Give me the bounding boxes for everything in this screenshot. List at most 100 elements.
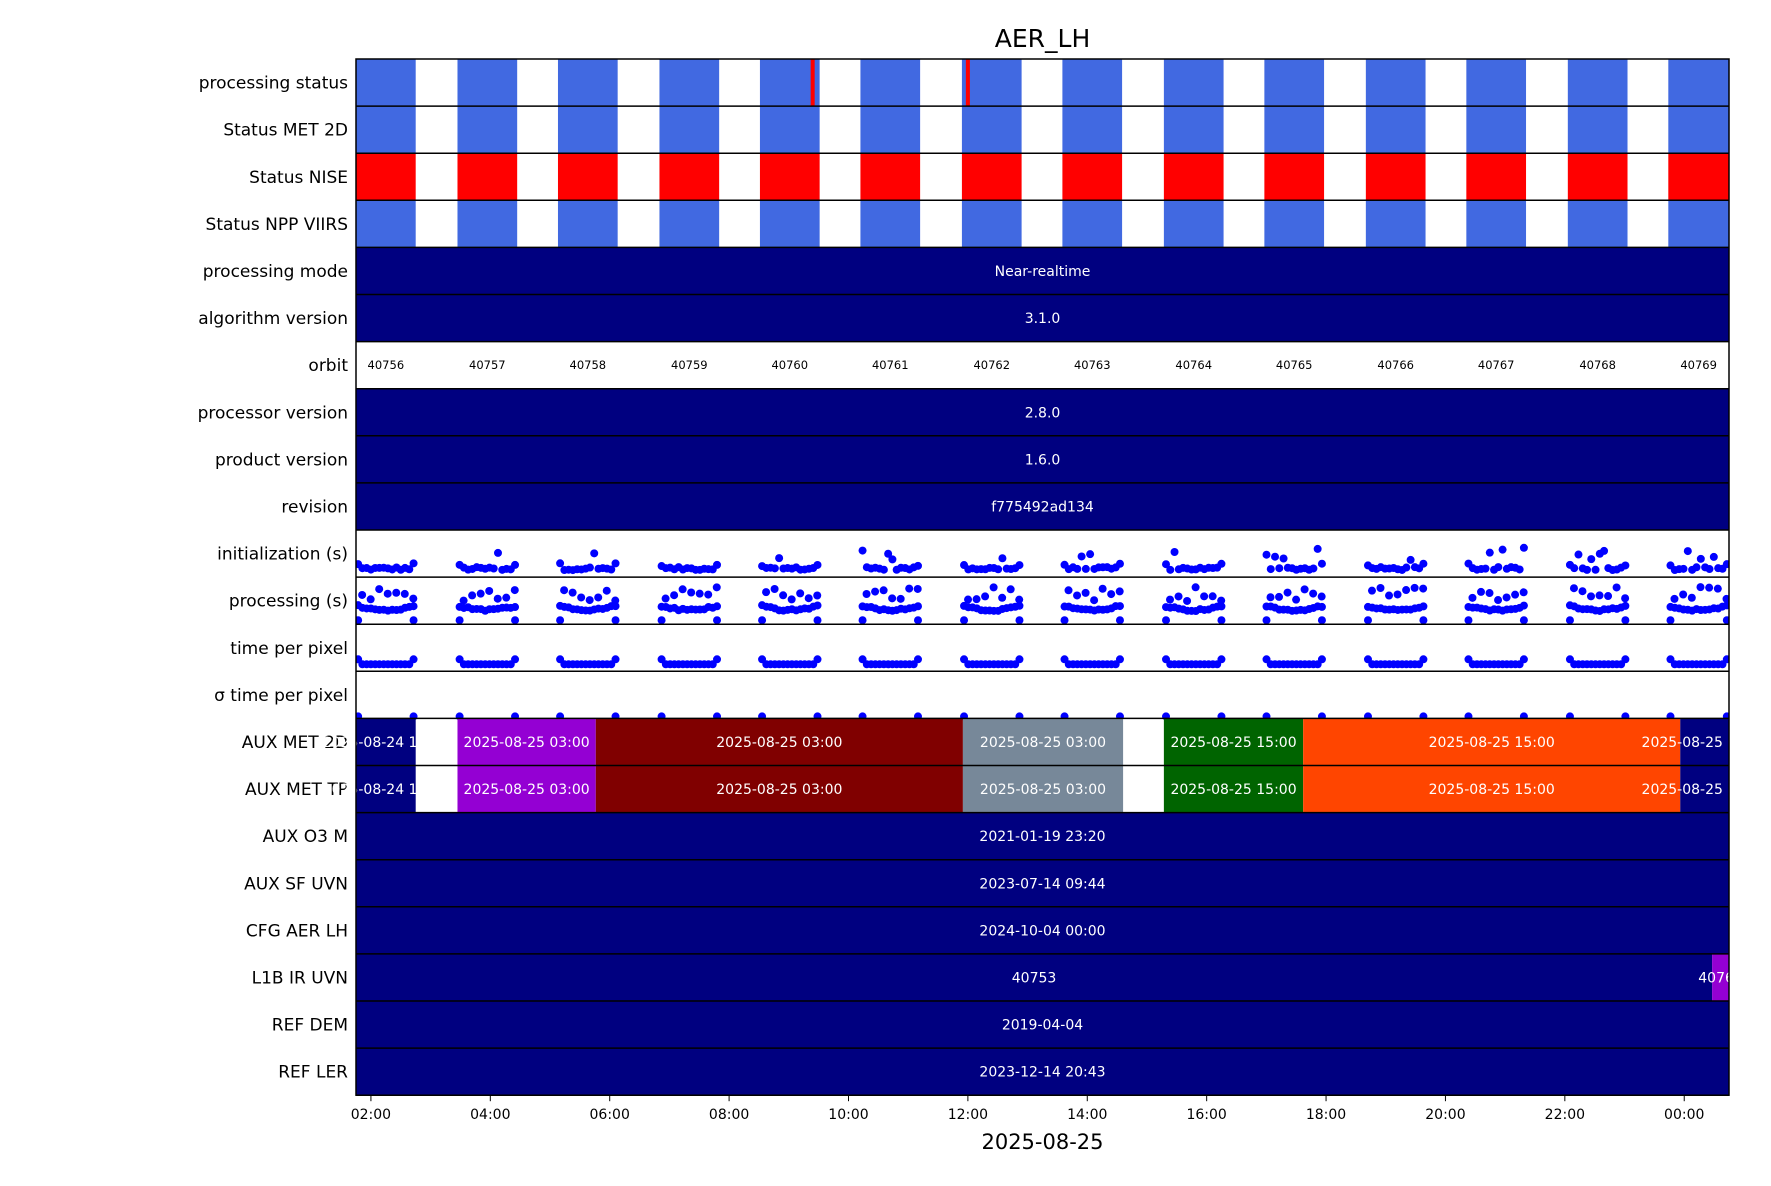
data-point [1494,596,1503,605]
data-point [1666,616,1675,625]
data-point [813,601,822,610]
x-tick-label: 12:00 [948,1107,988,1123]
data-point [1081,588,1090,597]
data-point [913,561,922,570]
value-segment [457,765,596,813]
row-8 [356,435,1729,483]
data-point [1502,593,1511,602]
row-21 [356,1048,1729,1096]
data-point [913,584,922,593]
status-segment [860,59,921,107]
row-label: algorithm version [198,309,348,329]
data-point [493,548,502,557]
row-label: AUX MET TP [245,780,348,800]
value-segment [1163,718,1304,766]
data-point [1317,602,1326,611]
status-segment [759,106,820,154]
data-point [813,591,822,600]
row-10 [356,543,1729,575]
segment-label: 2025-08-25 15:00 [1429,782,1555,798]
data-point [409,594,418,603]
data-point [1309,589,1318,598]
data-point [913,616,922,625]
data-point [511,655,520,664]
data-point [1081,564,1090,573]
data-point [1174,592,1183,601]
data-point [1217,655,1226,664]
data-point [1565,616,1574,625]
data-point [1090,596,1099,605]
data-point [989,583,998,592]
orbit-label: 40759 [671,358,708,372]
status-segment [961,59,1022,107]
value-segment [1163,765,1304,813]
data-point [1419,602,1428,611]
value-segment [356,718,416,766]
segment-label: 3.1.0 [1025,311,1061,327]
data-point [590,549,599,558]
data-point [1271,552,1280,561]
data-point [1476,587,1485,596]
row-label: initialization (s) [217,545,348,565]
data-point [476,589,485,598]
status-segment [860,106,921,154]
data-point [1015,616,1024,625]
data-point [972,595,981,604]
x-tick-label: 00:00 [1664,1107,1704,1123]
status-segment [1062,200,1123,248]
row-19 [356,953,1729,1001]
row-15 [356,765,1729,813]
data-point [1692,563,1701,572]
segment-label: 2025-08-25 03:00 [464,735,590,751]
data-point [1519,543,1528,552]
data-point [1292,595,1301,604]
segment-label: 2023-12-14 20:43 [979,1065,1105,1081]
value-segment [1680,718,1729,766]
x-tick-label: 22:00 [1545,1107,1585,1123]
data-point [1279,554,1288,563]
x-tick-label: 16:00 [1186,1107,1226,1123]
x-tick-label: 08:00 [709,1107,749,1123]
orbit-label: 40756 [368,358,405,372]
data-point [1166,595,1175,604]
data-point [560,586,569,595]
status-segment [860,153,921,201]
data-point [1722,594,1729,603]
data-point [858,616,867,625]
data-point [1519,601,1528,610]
row-label: AUX O3 M [263,827,348,847]
data-point [1200,592,1209,601]
data-point [1060,616,1069,625]
row-20 [356,1001,1729,1049]
data-point [960,616,969,625]
status-segment [1466,106,1527,154]
data-point [400,589,409,598]
data-point [1621,616,1630,625]
segment-label: 2025-08-25 03:00 [464,782,590,798]
data-point [1376,583,1385,592]
data-point [1015,561,1024,570]
data-point [585,596,594,605]
data-point [1485,548,1494,557]
data-point [1419,655,1428,664]
value-segment [356,247,1729,295]
data-point [611,616,620,625]
value-segment [962,718,1124,766]
segment-label: 1.6.0 [1025,452,1061,468]
data-point [1217,559,1226,568]
data-point [770,585,779,594]
status-segment [1668,59,1729,107]
orbit-label: 40769 [1680,358,1717,372]
orbit-label: 40757 [469,358,506,372]
data-point [1073,564,1082,573]
data-point [1115,587,1124,596]
data-point [1587,555,1596,564]
row-label: CFG AER LH [246,921,348,941]
data-point [1015,595,1024,604]
status-segment [557,106,618,154]
row-label: σ time per pixel [214,686,348,706]
status-segment [1264,106,1325,154]
data-point [1519,655,1528,664]
row-18 [356,906,1729,954]
